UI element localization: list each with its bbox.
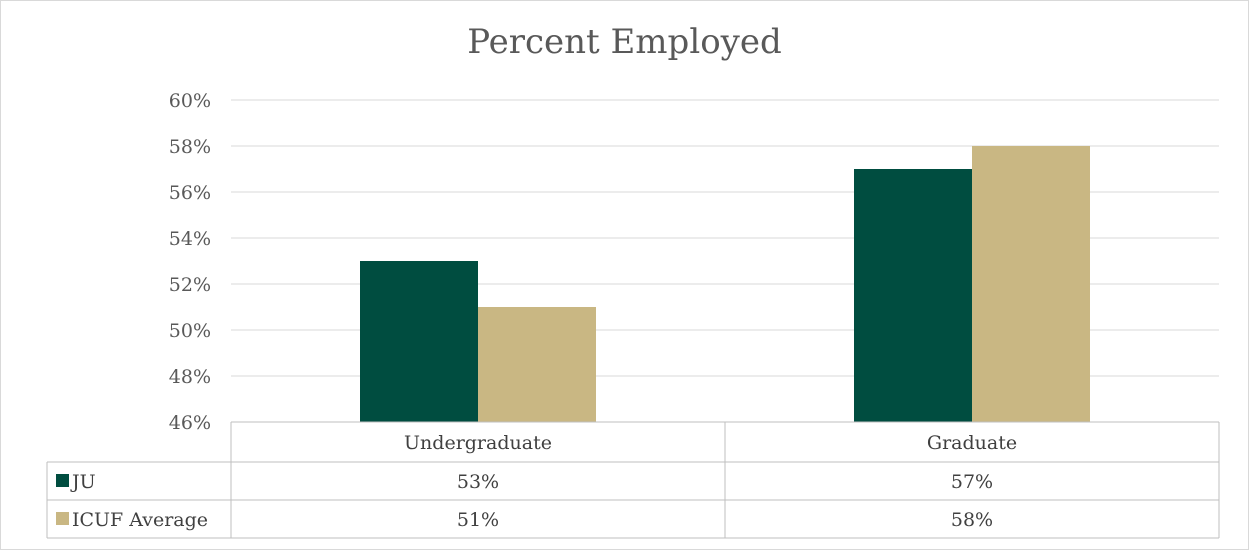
bar-ju-undergraduate <box>360 261 478 422</box>
y-tick-label: 58% <box>169 136 211 158</box>
legend-label: ICUF Average <box>72 509 208 531</box>
legend-swatch <box>56 474 69 487</box>
category-label: Undergraduate <box>404 432 552 454</box>
bar-icuf-average-graduate <box>972 146 1090 422</box>
bar-icuf-average-undergraduate <box>478 307 596 422</box>
legend-label: JU <box>70 471 96 493</box>
legend-swatch <box>56 512 69 525</box>
y-tick-label: 54% <box>169 228 211 250</box>
category-label: Graduate <box>927 432 1017 454</box>
y-tick-label: 48% <box>169 366 211 388</box>
y-tick-label: 50% <box>169 320 211 342</box>
y-tick-label: 60% <box>169 90 211 112</box>
table-cell-value: 51% <box>457 509 499 531</box>
y-tick-label: 56% <box>169 182 211 204</box>
bar-ju-graduate <box>854 169 972 422</box>
table-cell-value: 58% <box>951 509 993 531</box>
data-table: Undergraduate Graduate JU 53% 57% ICUF Averag… <box>47 422 1219 538</box>
y-axis: 46% 48% 50% 52% 54% 56% 58% 60% <box>169 90 211 434</box>
y-tick-label: 46% <box>169 412 211 434</box>
y-tick-label: 52% <box>169 274 211 296</box>
table-cell-value: 53% <box>457 471 499 493</box>
table-cell-value: 57% <box>951 471 993 493</box>
